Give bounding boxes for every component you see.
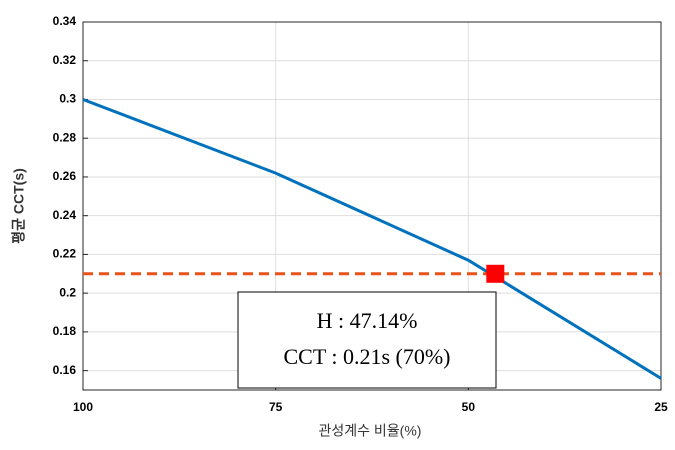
annotation-text: H : 47.14% (317, 308, 418, 333)
y-tick-label: 0.2 (59, 285, 76, 299)
y-tick-label: 0.34 (53, 14, 77, 28)
y-tick-label: 0.24 (53, 208, 77, 222)
x-tick-label: 100 (73, 400, 93, 414)
y-tick-label: 0.22 (53, 247, 77, 261)
y-tick-label: 0.28 (53, 130, 77, 144)
y-tick-label: 0.26 (53, 169, 77, 183)
y-tick-label: 0.32 (53, 53, 77, 67)
x-axis-label: 관성계수 비율(%) (319, 423, 422, 439)
y-tick-label: 0.3 (59, 92, 76, 106)
x-tick-label: 50 (462, 400, 476, 414)
x-tick-label: 75 (269, 400, 283, 414)
plot-frame (82, 21, 662, 391)
y-tick-label: 0.16 (53, 363, 77, 377)
y-tick-label: 0.18 (53, 324, 77, 338)
marker (486, 264, 505, 283)
y-axis-label: 평균 CCT(s) (11, 168, 27, 244)
data-line (82, 98, 662, 380)
x-tick-label: 25 (654, 400, 668, 414)
annotation-box (237, 291, 497, 389)
annotation-text: CCT : 0.21s (70%) (283, 344, 450, 369)
